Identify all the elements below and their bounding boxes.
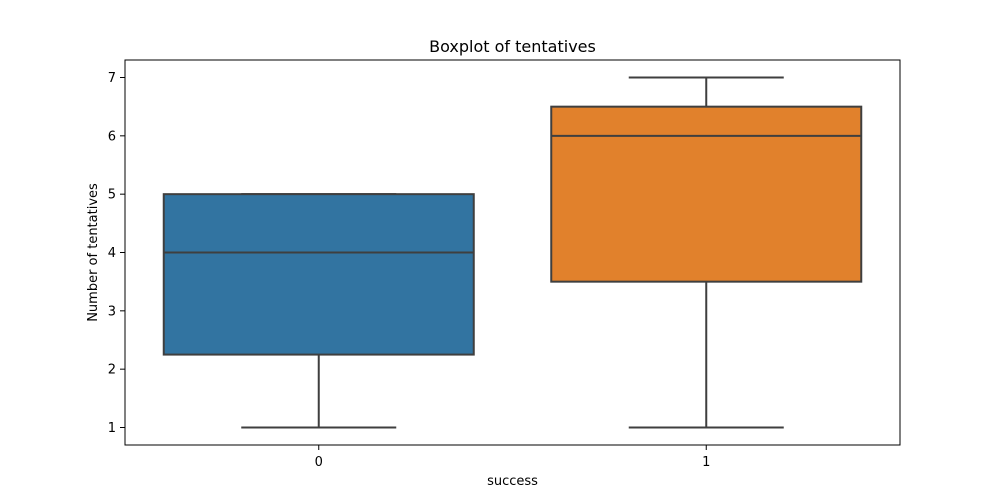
plot-area bbox=[162, 76, 863, 429]
y-tick-label-1: 1 bbox=[108, 421, 116, 436]
box-1 bbox=[550, 105, 863, 283]
box-group-0 bbox=[162, 193, 475, 429]
box-group-1 bbox=[550, 76, 863, 429]
y-tick-label-4: 4 bbox=[108, 246, 116, 261]
y-tick-label-7: 7 bbox=[108, 71, 116, 86]
y-axis-label: Number of tentatives bbox=[86, 183, 101, 322]
y-tick-label-2: 2 bbox=[108, 363, 116, 378]
y-tick-label-6: 6 bbox=[108, 129, 116, 144]
box-0 bbox=[162, 193, 475, 356]
y-tick-label-3: 3 bbox=[108, 304, 116, 319]
x-tick-label-0: 0 bbox=[315, 455, 323, 470]
chart-title: Boxplot of tentatives bbox=[429, 37, 596, 56]
y-axis: 1 2 3 4 5 6 7 bbox=[108, 71, 125, 436]
y-tick-label-5: 5 bbox=[108, 188, 116, 203]
x-axis-label: success bbox=[487, 474, 538, 489]
x-tick-label-1: 1 bbox=[702, 455, 710, 470]
